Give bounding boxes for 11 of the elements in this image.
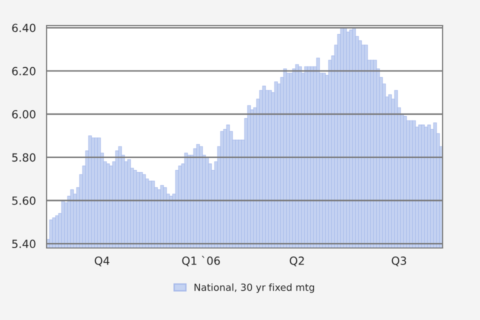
y-tick-label: 5.60 [12, 196, 36, 205]
y-tick-label: 6.00 [12, 110, 36, 119]
x-tick-label: Q1 `06 [182, 256, 220, 266]
x-tick-label: Q3 [392, 256, 406, 266]
y-tick-label: 5.40 [12, 240, 36, 248]
legend-label: National, 30 yr fixed mtg [194, 283, 314, 293]
y-tick-label: 6.20 [12, 66, 36, 76]
x-tick-label: Q2 [290, 256, 304, 266]
x-tick-label: Q4 [94, 256, 110, 266]
y-tick-label: 6.40 [12, 24, 36, 32]
y-tick-label: 5.80 [12, 153, 36, 162]
